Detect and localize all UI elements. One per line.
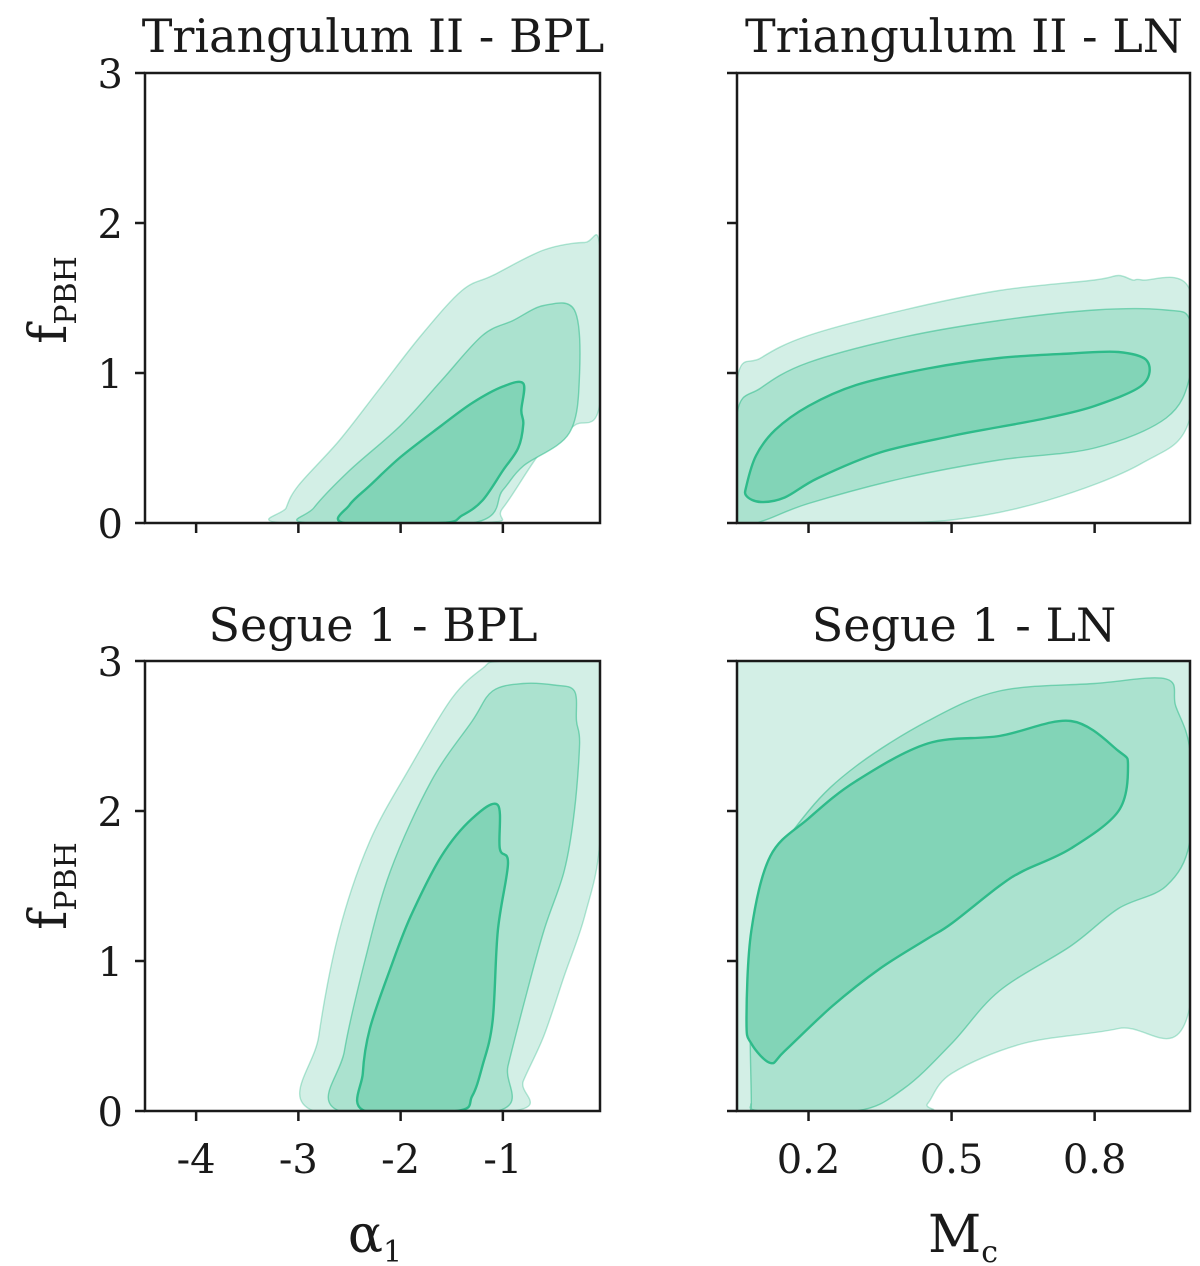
contour-2-sigma bbox=[296, 302, 581, 523]
x-tick-label: 0.5 bbox=[920, 1137, 984, 1183]
x-axis-label: α1 bbox=[348, 1205, 402, 1266]
axis-ticks: 0.2 0.5 0.8 bbox=[727, 659, 1127, 1183]
x-axis-label: Mc bbox=[928, 1205, 998, 1266]
x-tick-label: -1 bbox=[483, 1137, 522, 1183]
contours bbox=[299, 661, 600, 1111]
panel-triangulum-ln: Triangulum II - LN bbox=[727, 9, 1192, 533]
axis-ticks bbox=[727, 71, 1096, 533]
y-tick-label: 2 bbox=[98, 790, 123, 836]
x-tick-label: -2 bbox=[381, 1137, 420, 1183]
panel-segue-ln: Segue 1 - LN 0.2 0.5 0.8 Mc bbox=[727, 598, 1192, 1266]
panel-segue-bpl: Segue 1 - BPL -4 -3 -2 -1 0 1 2 3 α1 bbox=[98, 598, 602, 1266]
plot-frame bbox=[143, 71, 602, 525]
contours bbox=[267, 234, 600, 523]
y-tick-label: 0 bbox=[98, 1090, 123, 1136]
panel-triangulum-bpl: Triangulum II - BPL 0 1 2 3 bbox=[98, 9, 605, 548]
axis-ticks: -4 -3 -2 -1 0 1 2 3 bbox=[98, 640, 523, 1183]
plot-frame bbox=[735, 71, 1192, 525]
panel-title: Segue 1 - BPL bbox=[208, 598, 537, 652]
y-tick-label: 1 bbox=[98, 352, 123, 398]
contours bbox=[737, 274, 1190, 523]
y-tick-label: 3 bbox=[98, 640, 123, 686]
plot-frame bbox=[143, 659, 602, 1113]
x-tick-label: 0.8 bbox=[1063, 1137, 1127, 1183]
x-tick-label: -3 bbox=[279, 1137, 318, 1183]
y-axis-label-top: fPBH bbox=[19, 256, 84, 344]
panel-title: Segue 1 - LN bbox=[812, 598, 1117, 652]
y-tick-label: 3 bbox=[98, 52, 123, 98]
contour-1-sigma bbox=[745, 719, 1130, 1065]
contour-1-sigma bbox=[355, 802, 510, 1111]
contours bbox=[737, 661, 1190, 1111]
contour-1-sigma bbox=[743, 350, 1151, 504]
y-tick-label: 0 bbox=[98, 502, 123, 548]
y-tick-label: 1 bbox=[98, 940, 123, 986]
panel-title: Triangulum II - BPL bbox=[142, 9, 605, 63]
plot-frame bbox=[735, 659, 1192, 1113]
contour-1-sigma bbox=[336, 380, 526, 523]
y-axis-label-bottom: fPBH bbox=[19, 842, 84, 930]
x-tick-label: -4 bbox=[177, 1137, 216, 1183]
axis-ticks: 0 1 2 3 bbox=[98, 52, 505, 548]
x-tick-label: 0.2 bbox=[777, 1137, 841, 1183]
panel-title: Triangulum II - LN bbox=[745, 9, 1183, 63]
y-tick-label: 2 bbox=[98, 202, 123, 248]
